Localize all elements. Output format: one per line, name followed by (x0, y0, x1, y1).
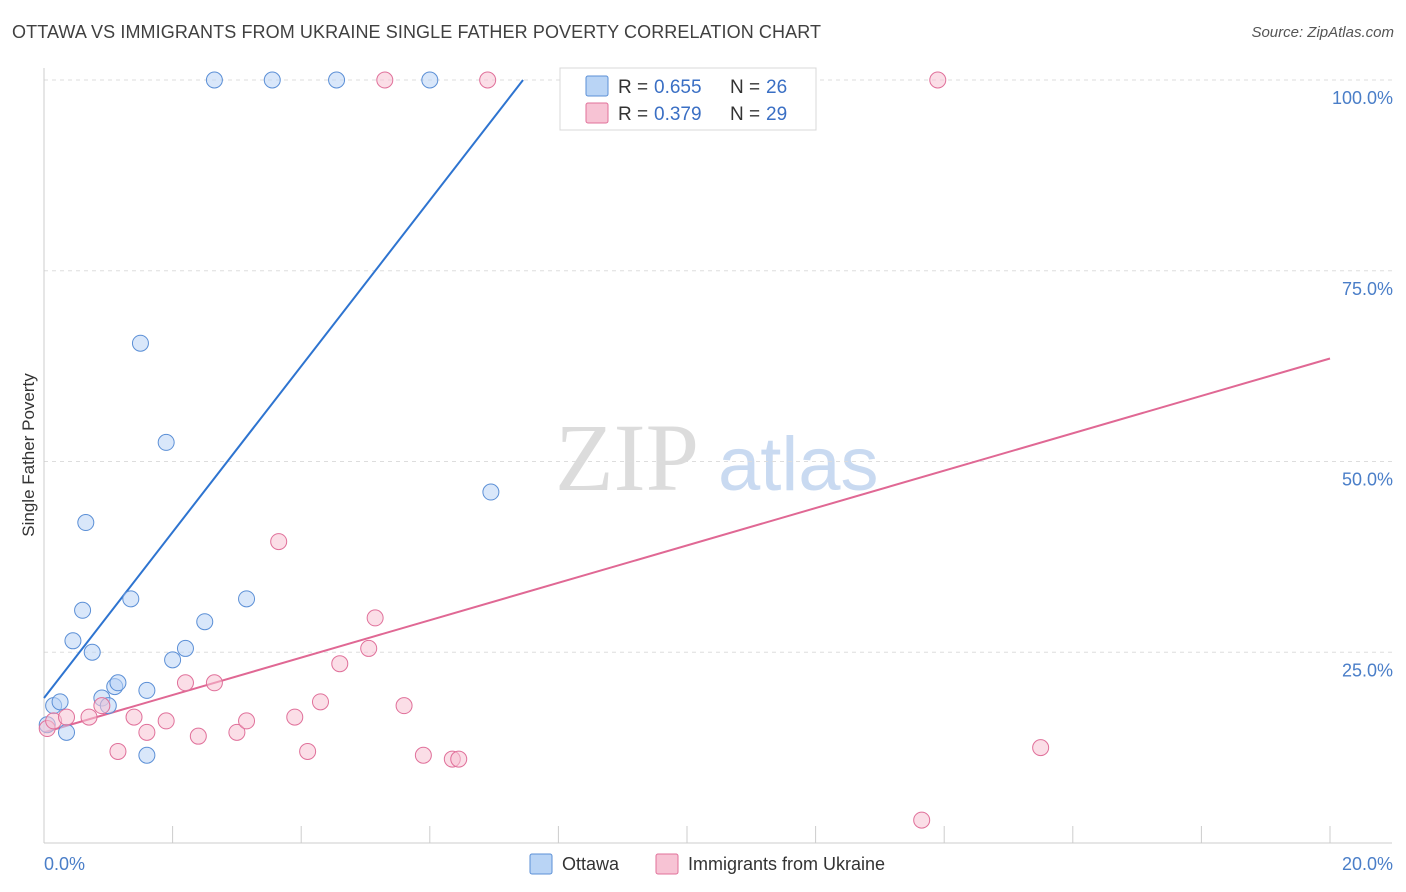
ottawa-point-12 (122, 590, 140, 608)
ukraine-point-26 (479, 71, 497, 89)
ottawa-point-16 (157, 433, 175, 451)
watermark-zip: ZIP (555, 404, 699, 511)
ukraine-point-20 (366, 609, 384, 627)
ottawa-point-23 (328, 71, 346, 89)
watermark: ZIP atlas (555, 404, 879, 511)
ottawa-point-18 (176, 639, 194, 657)
ukraine-point-17 (311, 693, 329, 711)
bottom-legend-label-ottawa: Ottawa (562, 854, 620, 874)
ottawa-point-25 (482, 483, 500, 501)
bottom-legend-swatch-ottawa (529, 853, 553, 875)
legend-n-value-ottawa: 26 (766, 77, 787, 98)
x-tick-label-max: 20.0% (1342, 854, 1393, 874)
chart-title: OTTAWA VS IMMIGRANTS FROM UKRAINE SINGLE… (12, 22, 822, 42)
y-tick-label-75: 75.0% (1342, 279, 1393, 299)
ottawa-point-7 (83, 643, 101, 661)
ukraine-point-19 (360, 639, 378, 657)
legend-n-value-ukraine: 29 (766, 104, 787, 125)
bottom-legend-label-ukraine: Immigrants from Ukraine (688, 854, 885, 874)
ukraine-point-28 (929, 71, 947, 89)
legend-n-label-ukraine: N = (730, 104, 760, 125)
ukraine-point-13 (238, 712, 256, 730)
ottawa-point-6 (77, 514, 95, 532)
x-axis-ticks (43, 826, 1331, 843)
y-tick-labels: 25.0% 50.0% 75.0% 100.0% (1332, 88, 1393, 680)
ukraine-point-7 (138, 723, 156, 741)
ottawa-point-2 (51, 693, 69, 711)
ukraine-point-15 (286, 708, 304, 726)
legend-n-label-ottawa: N = (730, 77, 760, 98)
ukraine-point-25 (450, 750, 468, 768)
ottawa-point-13 (131, 334, 149, 352)
data-points (38, 71, 1050, 829)
ukraine-point-14 (270, 533, 288, 551)
ukraine-point-5 (109, 742, 127, 760)
ottawa-point-4 (64, 632, 82, 650)
watermark-atlas: atlas (718, 422, 879, 507)
bottom-legend-swatch-ukraine (655, 853, 679, 875)
ukraine-point-29 (1032, 739, 1050, 757)
ottawa-point-3 (58, 723, 76, 741)
ukraine-point-22 (395, 697, 413, 715)
y-tick-label-25: 25.0% (1342, 660, 1393, 680)
ukraine-point-4 (93, 697, 111, 715)
ukraine-point-3 (80, 708, 98, 726)
ukraine-point-2 (58, 708, 76, 726)
ukraine-point-18 (331, 655, 349, 673)
gridlines (44, 79, 1392, 653)
ukraine-point-10 (189, 727, 207, 745)
ottawa-point-20 (205, 71, 223, 89)
ukraine-point-9 (176, 674, 194, 692)
ukraine-point-12 (228, 723, 246, 741)
x-tick-label-min: 0.0% (44, 854, 85, 874)
legend-r-label-ukraine: R = (618, 104, 648, 125)
ottawa-point-15 (138, 681, 156, 699)
legend-swatch-ottawa (585, 75, 609, 97)
ottawa-point-21 (238, 590, 256, 608)
legend-r-value-ottawa: 0.655 (654, 77, 702, 98)
ottawa-point-17 (164, 651, 182, 669)
ukraine-point-23 (414, 746, 432, 764)
legend-swatch-ukraine (585, 102, 609, 124)
ukraine-point-8 (157, 712, 175, 730)
ottawa-point-24 (421, 71, 439, 89)
y-tick-label-100: 100.0% (1332, 88, 1393, 108)
ukraine-point-16 (299, 742, 317, 760)
ukraine-point-21 (376, 71, 394, 89)
bottom-legend: Ottawa Immigrants from Ukraine (529, 853, 885, 875)
y-axis-label: Single Father Poverty (19, 373, 38, 537)
trend-line-ottawa (43, 79, 524, 699)
legend-r-value-ukraine: 0.379 (654, 104, 702, 125)
ottawa-point-22 (263, 71, 281, 89)
ukraine-point-11 (205, 674, 223, 692)
chart-source: Source: ZipAtlas.com (1251, 24, 1394, 41)
trend-line-ukraine (43, 357, 1331, 734)
ottawa-point-19 (196, 613, 214, 631)
ottawa-point-14 (138, 746, 156, 764)
legend-r-label-ottawa: R = (618, 77, 648, 98)
ottawa-point-5 (74, 601, 92, 619)
y-tick-label-50: 50.0% (1342, 470, 1393, 490)
ottawa-point-11 (109, 674, 127, 692)
ukraine-point-27 (913, 811, 931, 829)
ukraine-point-6 (125, 708, 143, 726)
legend-box: R = 0.655 N = 26 R = 0.379 N = 29 (559, 67, 817, 131)
